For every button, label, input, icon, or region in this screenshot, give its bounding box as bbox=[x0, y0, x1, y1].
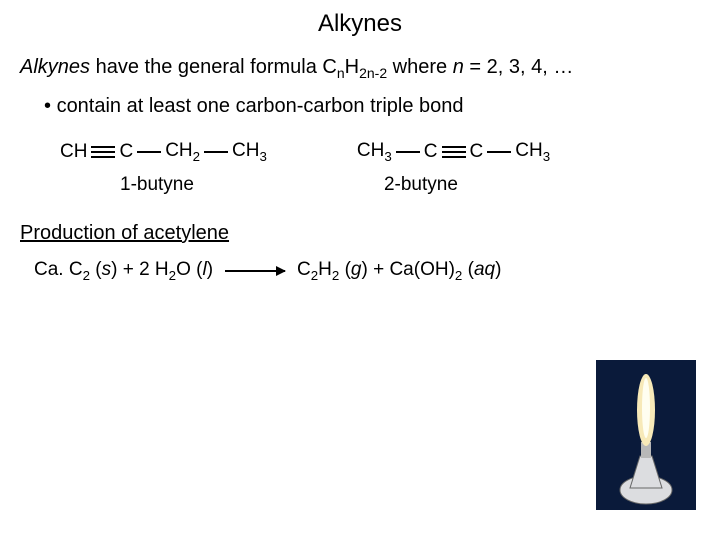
eq-left: Ca. C2 (s) + 2 H2O (l) bbox=[34, 259, 213, 283]
intro-subject: Alkynes bbox=[20, 56, 90, 78]
triple-bond-icon bbox=[442, 146, 466, 158]
section-heading: Production of acetylene bbox=[20, 222, 700, 245]
triple-bond-icon bbox=[91, 146, 115, 158]
intro-t1: have the general formula C bbox=[90, 56, 337, 78]
name-2: 2-butyne bbox=[384, 174, 458, 196]
molecule-2: CH3 C C CH3 bbox=[357, 140, 550, 164]
m1-p1: CH bbox=[60, 141, 87, 163]
intro-sub2: 2n-2 bbox=[359, 65, 387, 81]
intro-sub1: n bbox=[337, 65, 345, 81]
reaction-equation: Ca. C2 (s) + 2 H2O (l) C2H2 (g) + Ca(OH)… bbox=[34, 259, 700, 283]
eq-right: C2H2 (g) + Ca(OH)2 (aq) bbox=[297, 259, 501, 283]
single-bond-icon bbox=[204, 151, 228, 153]
m1-p3: CH2 bbox=[165, 140, 200, 164]
page-title: Alkynes bbox=[20, 10, 700, 38]
m2-p4: CH3 bbox=[515, 140, 550, 164]
single-bond-icon bbox=[137, 151, 161, 153]
reaction-arrow-icon bbox=[225, 270, 285, 271]
m2-p3: C bbox=[470, 141, 484, 163]
m1-p2: C bbox=[119, 141, 133, 163]
intro-line: Alkynes have the general formula CnH2n-2… bbox=[20, 56, 700, 81]
molecule-1: CH C CH2 CH3 bbox=[60, 140, 267, 164]
bullet-1: contain at least one carbon-carbon tripl… bbox=[44, 95, 700, 118]
single-bond-icon bbox=[396, 151, 420, 153]
name-1: 1-butyne bbox=[120, 174, 194, 196]
single-bond-icon bbox=[487, 151, 511, 153]
structures-row: CH C CH2 CH3 CH3 C C CH3 bbox=[60, 140, 700, 164]
intro-t4: = 2, 3, 4, … bbox=[464, 56, 574, 78]
intro-t3: where bbox=[387, 56, 453, 78]
m2-p1: CH3 bbox=[357, 140, 392, 164]
intro-var: n bbox=[453, 56, 464, 78]
acetylene-flame-image bbox=[596, 360, 696, 510]
names-row: 1-butyne 2-butyne bbox=[120, 174, 700, 196]
m1-p4: CH3 bbox=[232, 140, 267, 164]
m2-p2: C bbox=[424, 141, 438, 163]
intro-t2: H bbox=[345, 56, 359, 78]
